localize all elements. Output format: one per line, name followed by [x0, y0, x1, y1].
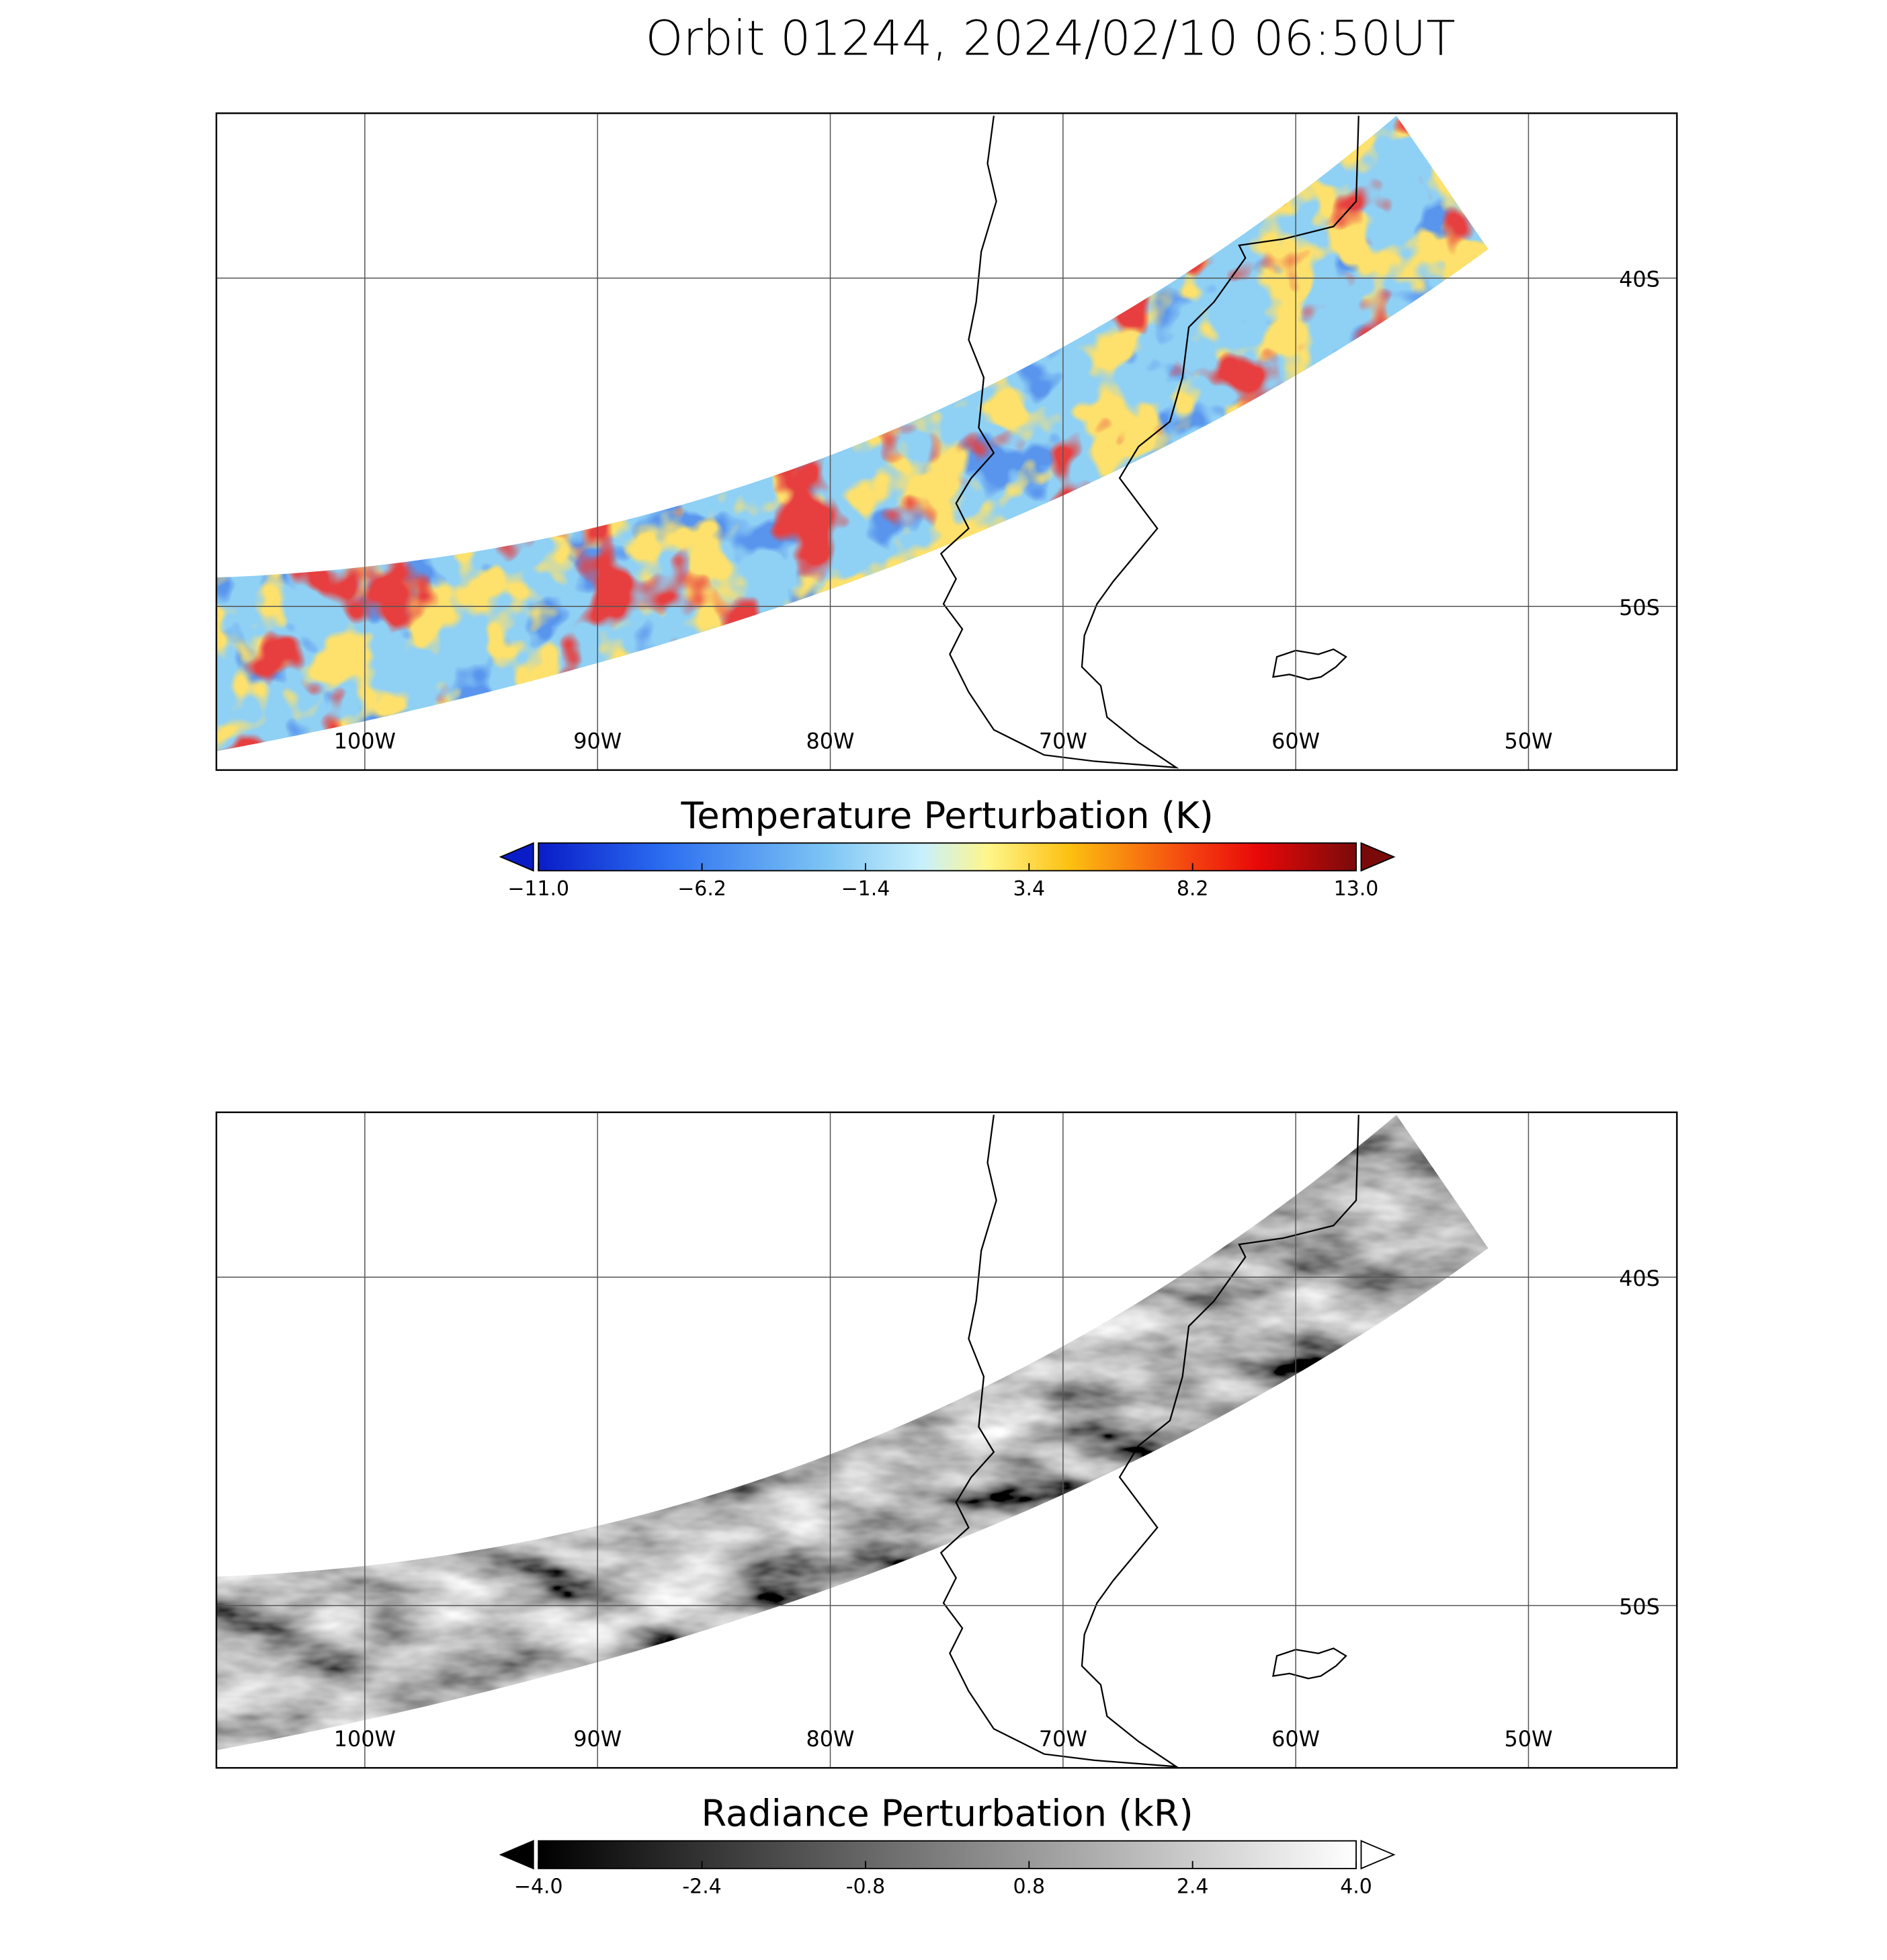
lat-label: 50S: [1619, 1594, 1660, 1619]
colorbar-arrow: [1360, 842, 1396, 872]
colorbar-gradient: [538, 842, 1357, 872]
colorbar-arrow: [499, 1840, 534, 1870]
colorbar-label: 3.4: [1013, 877, 1045, 901]
figure-title: Orbit 01244, 2024/02/10 06:50UT: [646, 10, 1456, 66]
lat-label: 50S: [1619, 595, 1660, 620]
colorbar-label: 2.4: [1177, 1875, 1209, 1898]
colorbar-arrow: [1360, 1840, 1396, 1870]
lat-label: 40S: [1619, 266, 1660, 292]
coastline: [939, 1114, 1359, 1768]
coastline: [939, 116, 1359, 769]
colorbar-label: −4.0: [514, 1875, 563, 1898]
lon-label: 90W: [573, 1726, 622, 1752]
colorbar-label: 0.8: [1013, 1875, 1045, 1898]
colorbar-label: −6.2: [677, 877, 726, 901]
lon-label: 100W: [334, 1726, 396, 1752]
map-panel: 100W 90W 80W 70W 60W 50W 40S 50S Radiance Pertur…: [215, 1111, 1678, 1898]
coastline: [1272, 648, 1347, 681]
swath-noise: [216, 116, 1488, 751]
lon-label: 90W: [573, 728, 622, 753]
lon-label: 100W: [334, 728, 396, 753]
colorbar-arrow: [499, 842, 534, 872]
colorbar-title: Temperature Perturbation (K): [680, 794, 1213, 837]
colorbar-label: -2.4: [682, 1875, 721, 1898]
map-frame: [215, 112, 1678, 771]
colorbar: −4.0 -2.4 -0.8 0.8 2.4 4.0: [499, 1840, 1396, 1898]
map-frame: [215, 1111, 1678, 1769]
colorbar-label: −1.4: [841, 877, 890, 901]
lon-label: 50W: [1505, 728, 1553, 753]
lon-label: 60W: [1271, 728, 1320, 753]
swath-noise: [216, 1114, 1488, 1750]
colorbar: −11.0 −6.2 −1.4 3.4 8.2 13.0: [499, 842, 1396, 901]
lon-label: 70W: [1039, 728, 1087, 753]
colorbar-title: Radiance Perturbation (kR): [701, 1792, 1193, 1834]
lon-label: 80W: [806, 1726, 855, 1752]
lon-label: 50W: [1505, 1726, 1553, 1752]
colorbar-label: −11.0: [507, 877, 569, 901]
swath: [216, 116, 1488, 751]
map-panel: 100W 90W 80W 70W 60W 50W 40S 50S Temperature Per…: [215, 112, 1678, 901]
lat-label: 40S: [1619, 1266, 1660, 1291]
colorbar-label: -0.8: [846, 1875, 885, 1898]
swath: [216, 1114, 1488, 1750]
colorbar-label: 8.2: [1177, 877, 1209, 901]
colorbar-label: 4.0: [1340, 1875, 1372, 1898]
lon-label: 80W: [806, 728, 855, 753]
lon-label: 70W: [1039, 1726, 1087, 1752]
coastline: [1272, 1647, 1347, 1680]
colorbar-gradient: [538, 1840, 1357, 1869]
colorbar-label: 13.0: [1334, 877, 1379, 901]
lon-label: 60W: [1271, 1726, 1320, 1752]
